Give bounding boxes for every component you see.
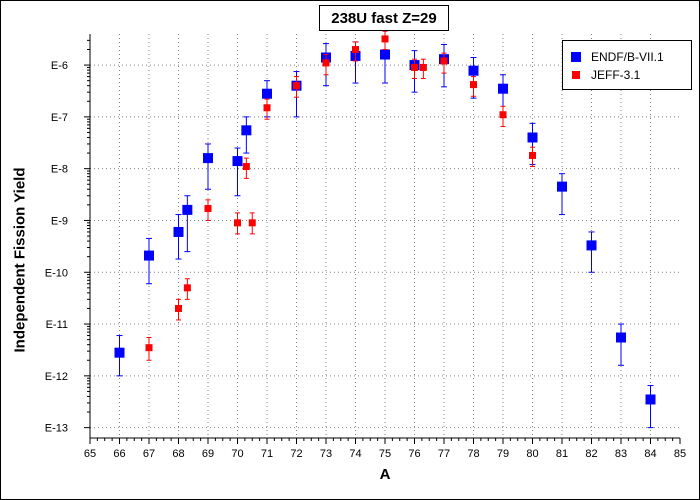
- x-tick-label: 73: [320, 448, 332, 460]
- data-point-endf: [586, 240, 597, 251]
- x-tick-label: 66: [113, 448, 125, 460]
- x-tick-label: 83: [615, 448, 627, 460]
- x-axis-label: A: [379, 466, 391, 483]
- x-tick-label: 79: [497, 448, 509, 460]
- legend-label-endf: ENDF/B-VII.1: [591, 50, 664, 64]
- legend-swatch-jeff: [572, 71, 580, 79]
- data-point-endf: [468, 65, 479, 76]
- data-marks: [114, 30, 656, 429]
- x-tick-label: 80: [526, 448, 538, 460]
- data-point-jeff: [352, 45, 359, 53]
- data-point-jeff: [440, 57, 448, 65]
- legend-item-jeff: JEFF-3.1: [571, 68, 640, 82]
- data-point-endf: [114, 347, 125, 358]
- data-point-endf: [144, 250, 154, 261]
- x-tick-label: 68: [172, 448, 184, 460]
- data-point-jeff: [293, 82, 300, 90]
- data-point-jeff: [499, 111, 507, 119]
- x-tick-label: 81: [556, 448, 568, 460]
- x-tick-label: 78: [467, 448, 479, 460]
- data-point-jeff: [322, 59, 330, 67]
- x-tick-label: 69: [202, 448, 214, 460]
- data-point-endf: [498, 83, 508, 94]
- data-point-jeff: [529, 151, 536, 159]
- y-tick-label: E-10: [45, 267, 68, 279]
- legend: ENDF/B-VII.1 JEFF-3.1: [562, 40, 692, 90]
- data-point-jeff: [242, 163, 250, 171]
- data-point-endf: [380, 49, 390, 60]
- data-point-endf: [232, 156, 243, 167]
- data-point-endf: [262, 88, 272, 99]
- data-point-endf: [616, 332, 626, 343]
- data-point-jeff: [419, 63, 427, 71]
- x-tick-label: 85: [674, 448, 686, 460]
- data-point-jeff: [381, 35, 389, 43]
- data-point-jeff: [411, 63, 418, 71]
- data-point-jeff: [183, 284, 191, 292]
- y-tick-label: E-11: [46, 319, 68, 331]
- data-point-jeff: [234, 219, 241, 227]
- x-tick-label: 75: [379, 448, 391, 460]
- data-point-endf: [173, 226, 184, 237]
- data-point-endf: [203, 153, 213, 164]
- data-point-jeff: [263, 104, 271, 112]
- y-axis-ticks: E-6 E-7 E-8 E-9 E-10 E-11 E-12 E-13: [45, 39, 90, 435]
- data-point-jeff: [470, 81, 477, 89]
- y-tick-label: E-9: [51, 215, 68, 227]
- data-point-endf: [645, 394, 656, 405]
- legend-item-endf: ENDF/B-VII.1: [571, 50, 664, 64]
- y-axis-label: Independent Fission Yield: [11, 167, 29, 353]
- data-point-jeff: [204, 205, 212, 213]
- x-tick-label: 67: [143, 448, 155, 460]
- x-tick-label: 77: [438, 448, 450, 460]
- data-point-jeff: [248, 219, 256, 227]
- data-point-endf: [557, 181, 567, 192]
- data-point-endf: [241, 125, 252, 136]
- data-point-jeff: [145, 344, 153, 352]
- chart-title: 238U fast Z=29: [319, 5, 449, 31]
- data-point-jeff: [175, 304, 182, 312]
- legend-swatch-endf: [571, 52, 581, 62]
- y-tick-label: E-6: [51, 60, 68, 72]
- x-axis-ticks: 65 66 67 68 69 70 71 72 73 74 75 76 77 78 79 80 81 82 83 84…: [84, 438, 686, 460]
- y-tick-label: E-7: [51, 112, 68, 124]
- y-tick-label: E-12: [45, 371, 68, 383]
- x-tick-label: 76: [408, 448, 420, 460]
- x-tick-label: 65: [84, 448, 96, 460]
- data-point-endf: [527, 132, 538, 143]
- x-tick-label: 84: [644, 448, 656, 460]
- legend-label-jeff: JEFF-3.1: [591, 68, 641, 82]
- x-tick-label: 74: [349, 448, 361, 460]
- y-tick-label: E-8: [51, 164, 68, 176]
- x-tick-label: 71: [261, 448, 273, 460]
- x-tick-label: 72: [290, 448, 302, 460]
- y-tick-label: E-13: [45, 423, 68, 435]
- data-point-endf: [182, 204, 193, 215]
- x-tick-label: 70: [231, 448, 243, 460]
- x-tick-label: 82: [585, 448, 597, 460]
